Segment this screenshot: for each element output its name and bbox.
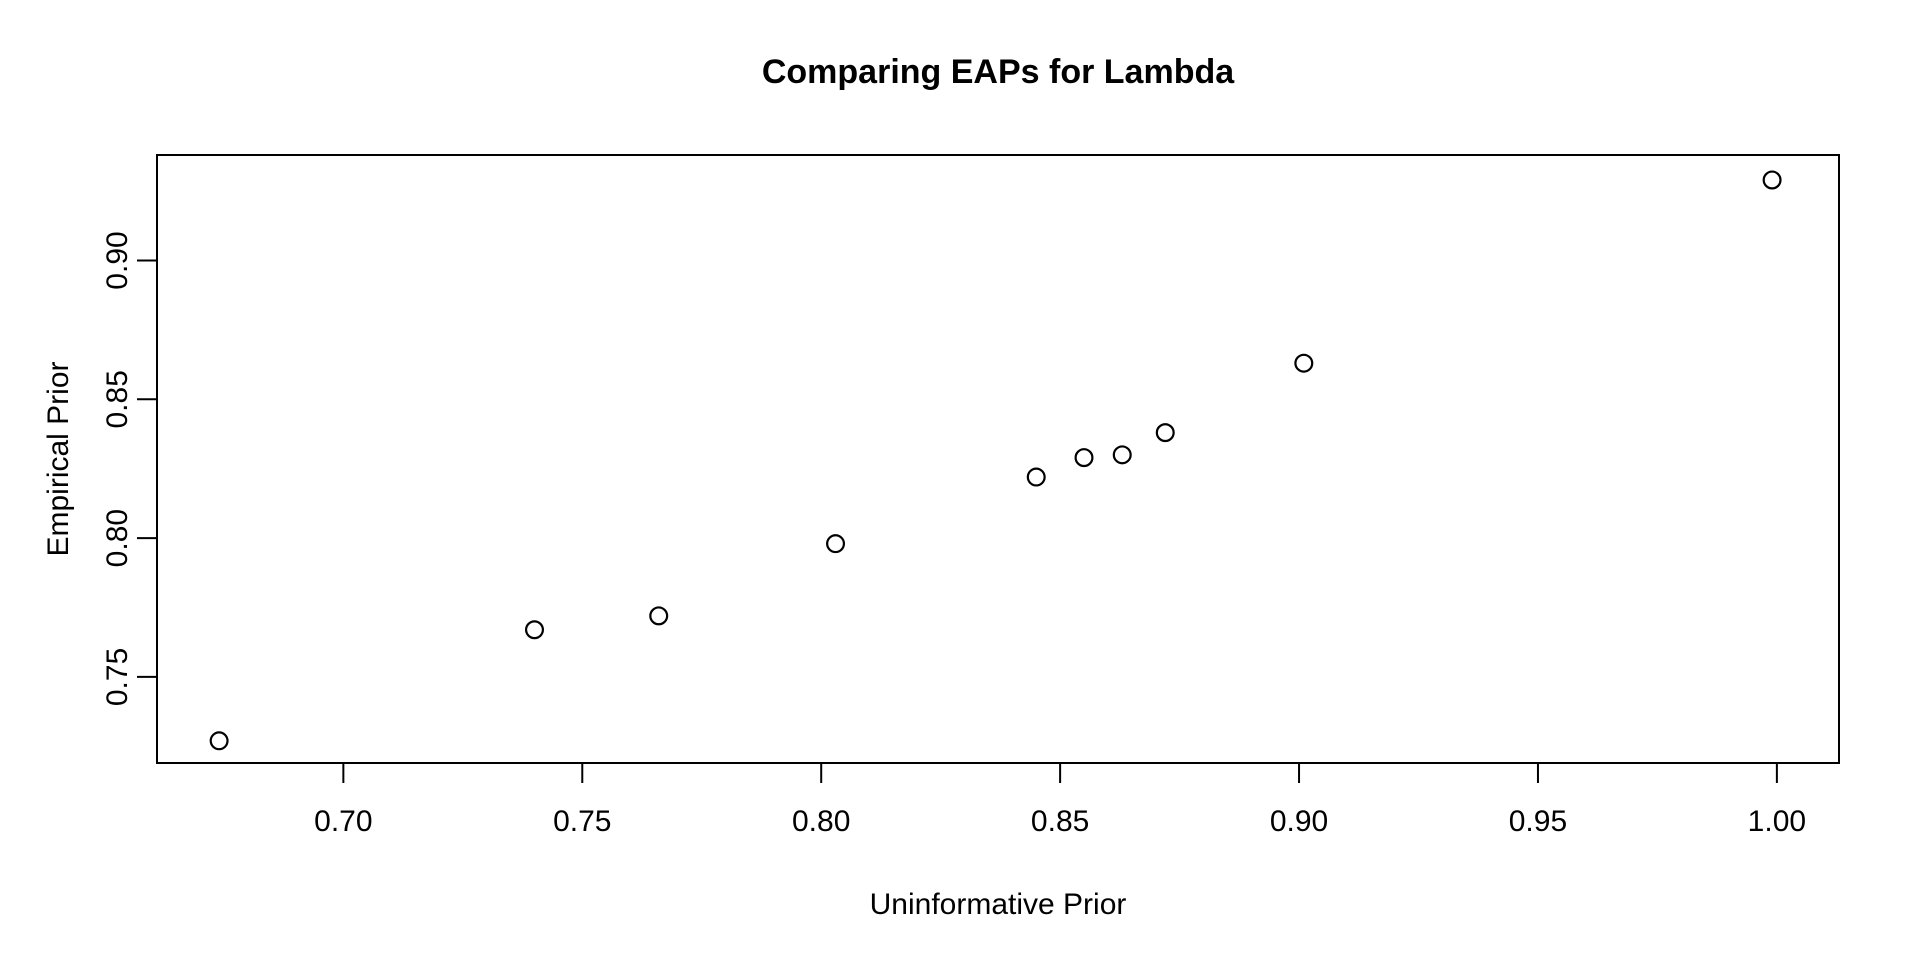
- y-axis: 0.75 0.80 0.85 0.90: [101, 231, 157, 706]
- data-points: [209, 170, 1782, 751]
- data-point: [1074, 448, 1094, 468]
- data-point: [524, 620, 544, 640]
- data-point: [1762, 170, 1782, 190]
- x-axis: 0.70 0.75 0.80 0.85 0.90 0.95 1.00: [314, 763, 1806, 838]
- x-tick-label: 1.00: [1748, 805, 1806, 838]
- x-tick-label: 0.80: [792, 805, 850, 838]
- y-tick-label: 0.85: [101, 370, 134, 428]
- y-tick-label: 0.80: [101, 509, 134, 567]
- data-point: [1112, 445, 1132, 465]
- x-tick-label: 0.85: [1031, 805, 1089, 838]
- y-axis-title: Empirical Prior: [42, 361, 75, 556]
- chart-title: Comparing EAPs for Lambda: [762, 53, 1235, 91]
- x-tick-label: 0.90: [1270, 805, 1328, 838]
- y-tick-label: 0.75: [101, 648, 134, 706]
- data-point: [209, 731, 229, 751]
- y-tick-label: 0.90: [101, 231, 134, 289]
- data-point: [1026, 467, 1046, 487]
- x-axis-title: Uninformative Prior: [870, 888, 1127, 921]
- data-point: [1155, 423, 1175, 443]
- x-tick-label: 0.75: [553, 805, 611, 838]
- data-point: [1294, 353, 1314, 373]
- data-point: [826, 534, 846, 554]
- x-tick-label: 0.70: [314, 805, 372, 838]
- plot-box: [156, 154, 1840, 764]
- data-point: [649, 606, 669, 626]
- x-tick-label: 0.95: [1509, 805, 1567, 838]
